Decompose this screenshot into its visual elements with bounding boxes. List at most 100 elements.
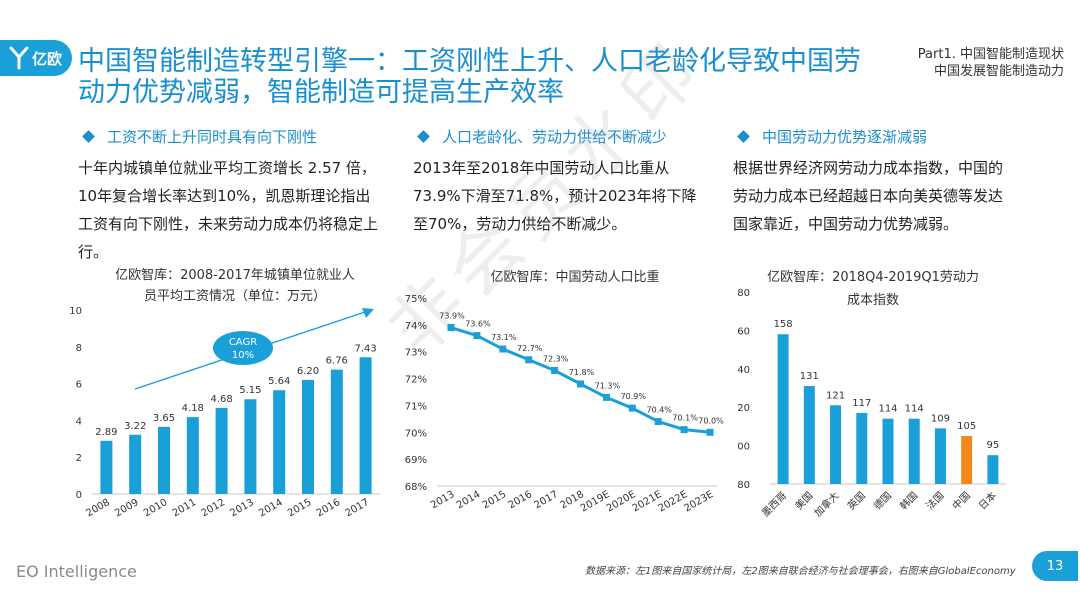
x-tick-label: 日本	[976, 489, 999, 512]
column-heading-text: 中国劳动力优势逐渐减弱	[762, 127, 928, 146]
data-point	[473, 332, 481, 340]
y-tick-label: 0	[76, 490, 82, 501]
x-tick-label: 2010	[142, 497, 170, 519]
chart-title: 成本指数	[847, 293, 899, 308]
x-tick-label: 2013	[429, 489, 457, 511]
x-tick-label: 2023E	[682, 489, 715, 514]
data-label: 71.8%	[569, 368, 595, 377]
data-label: 4.68	[210, 394, 232, 405]
y-tick-label: 80	[738, 480, 750, 491]
x-tick-label: 韩国	[897, 489, 920, 512]
data-point	[602, 393, 610, 401]
data-label: 3.65	[153, 413, 175, 424]
y-tick-label: 100	[738, 442, 750, 453]
data-label: 71.3%	[595, 381, 621, 390]
bar	[158, 426, 170, 494]
bar	[908, 418, 920, 484]
data-label: 114	[878, 404, 897, 415]
y-tick-label: 73%	[405, 348, 427, 359]
y-tick-label: 75%	[405, 294, 427, 305]
data-label: 114	[905, 404, 924, 415]
cagr-bubble	[213, 331, 273, 365]
data-point	[447, 324, 455, 332]
yiou-logo-icon	[9, 46, 29, 70]
bar	[273, 390, 286, 494]
data-label: 121	[826, 390, 845, 401]
x-tick-label: 2013	[228, 497, 256, 519]
data-source: 数据来源：左1图来自国家统计局，左2图来自联合经济与社会理事会，右图来自Glob…	[585, 566, 1016, 577]
y-tick-label: 140	[738, 365, 750, 376]
bullet-diamond-icon	[737, 129, 750, 143]
y-tick-label: 6	[76, 380, 82, 391]
data-label: 105	[957, 421, 976, 432]
data-label: 117	[852, 398, 871, 409]
data-label: 2.89	[95, 427, 117, 438]
chart-title: 亿欧智库：中国劳动人口比重	[490, 269, 659, 285]
data-label: 70.0%	[698, 416, 724, 425]
data-point	[525, 356, 533, 364]
bar	[777, 334, 789, 484]
column-body: 2013年至2018年中国劳动人口比重从73.9%下滑至71.8%，预计2023…	[413, 159, 697, 233]
column-labor-cost: 中国劳动力优势逐渐减弱 根据世界经济网劳动力成本指数，中国的劳动力成本已经超越日…	[733, 124, 1005, 238]
data-label: 70.1%	[672, 414, 698, 423]
series-line	[450, 326, 711, 434]
column-heading: 工资不断上升同时具有向下刚性	[78, 124, 378, 148]
page-title: 中国智能制造转型引擎一：工资刚性上升、人口老龄化导致中国劳动力优势减弱，智能制造…	[78, 46, 861, 108]
x-tick-label: 2014	[257, 497, 285, 519]
bar	[100, 440, 113, 494]
page-number: 13	[1032, 551, 1078, 581]
data-label: 72.7%	[517, 344, 543, 353]
data-label: 5.64	[268, 376, 290, 387]
column-body: 根据世界经济网劳动力成本指数，中国的劳动力成本已经超越日本向美英德等发达国家靠近…	[733, 159, 1004, 233]
y-tick-label: 120	[738, 403, 750, 414]
x-tick-label: 墨西哥	[760, 490, 790, 520]
x-tick-label: 加拿大	[811, 489, 841, 519]
bar	[987, 455, 999, 484]
bar	[856, 412, 868, 484]
data-point	[577, 380, 584, 388]
data-point	[628, 404, 636, 412]
y-tick-label: 70%	[405, 428, 427, 439]
data-point	[499, 345, 507, 353]
data-label: 158	[774, 319, 793, 330]
data-label: 3.22	[124, 421, 146, 432]
data-label: 6.76	[326, 356, 348, 367]
data-label: 73.9%	[439, 312, 465, 321]
bar	[129, 434, 142, 494]
x-tick-label: 美国	[792, 489, 815, 512]
bar	[882, 418, 894, 484]
x-tick-label: 2017	[344, 497, 372, 519]
y-tick-label: 180	[738, 288, 750, 299]
data-label: 7.43	[354, 343, 376, 354]
chart-title: 亿欧智库：2018Q4-2019Q1劳动力	[767, 269, 979, 285]
bar	[961, 436, 973, 484]
data-label: 70.9%	[621, 392, 647, 401]
bar	[302, 379, 314, 494]
x-tick-label: 2009	[113, 497, 141, 519]
x-tick-label: 法国	[923, 489, 946, 512]
x-tick-label: 2014	[455, 489, 483, 511]
brand-logo: 亿欧	[0, 40, 72, 76]
section-label: Part1. 中国智能制造现状 中国发展智能制造动力	[918, 46, 1064, 80]
footer-brand: EO Intelligence	[16, 562, 137, 581]
x-tick-label: 德国	[871, 489, 894, 512]
y-tick-label: 74%	[405, 321, 427, 332]
column-heading-text: 工资不断上升同时具有向下刚性	[107, 127, 318, 146]
y-tick-label: 160	[738, 326, 750, 337]
y-tick-label: 2	[76, 453, 82, 464]
data-label: 95	[987, 440, 1000, 451]
column-population: 人口老龄化、劳动力供给不断减少 2013年至2018年中国劳动人口比重从73.9…	[413, 124, 705, 238]
bar	[244, 399, 257, 494]
data-point	[680, 426, 688, 434]
data-label: 5.15	[239, 385, 261, 396]
data-label: 70.4%	[646, 406, 672, 415]
chart-title: 员平均工资情况（单位：万元）	[144, 289, 326, 304]
y-tick-label: 68%	[405, 482, 427, 493]
data-point	[654, 418, 662, 426]
chart-title: 亿欧智库：2008-2017年城镇单位就业人	[115, 267, 355, 283]
data-label: 72.3%	[543, 355, 569, 364]
column-heading: 人口老龄化、劳动力供给不断减少	[413, 124, 705, 148]
section-sub: 中国发展智能制造动力	[933, 64, 1064, 79]
